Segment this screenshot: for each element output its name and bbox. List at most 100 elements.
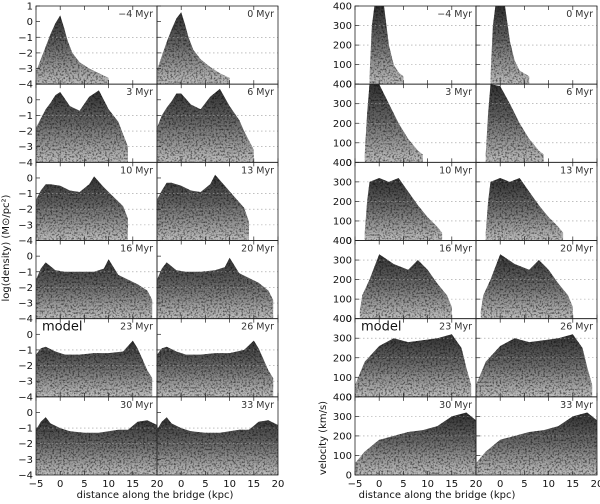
density-ylabel: log(density) (M⊙/pc²) <box>1 194 12 301</box>
density-y-tick-label: −3 <box>18 64 33 75</box>
velocity-y-tick-label: 400 <box>333 236 352 247</box>
velocity-panel-time-label: 33 Myr <box>560 400 593 411</box>
density-x-tick-label: 20 <box>151 479 164 490</box>
density-y-tick-label: −4 <box>18 471 33 482</box>
velocity-panel: 26 Myr <box>475 318 598 398</box>
velocity-ylabel: velocity (km/s) <box>318 401 329 475</box>
density-panel: 26 Myr <box>156 318 279 398</box>
density-gas-speckle <box>157 417 278 475</box>
density-x-tick-label: 20 <box>272 479 285 490</box>
velocity-panel: 0 100 200 300 400 23 Myr model <box>333 314 477 403</box>
velocity-y-tick-label: 100 <box>333 451 352 462</box>
density-panel-time-label: 6 Myr <box>247 87 274 98</box>
velocity-gas-speckle <box>476 412 597 475</box>
density-panel-time-label: 26 Myr <box>241 322 274 333</box>
velocity-panel-time-label: 3 Myr <box>445 87 472 98</box>
density-panel: −4 −3 −2 −1 0 10 Myr <box>18 161 158 247</box>
density-y-tick-label: −2 <box>18 48 33 59</box>
velocity-x-tick-label: −5 <box>348 479 363 490</box>
velocity-y-tick-label: 400 <box>333 2 352 13</box>
density-y-tick-label: 1 <box>27 2 33 13</box>
velocity-panel: 0 100 200 300 400 −4 Myr <box>333 2 477 91</box>
density-x-tick-label: 10 <box>223 479 236 490</box>
density-y-tick-label: −4 <box>18 80 33 91</box>
density-y-tick-label: −4 <box>18 158 33 169</box>
velocity-y-tick-label: 0 <box>346 158 352 169</box>
velocity-panel: 0 100 200 300 400 16 Myr <box>333 236 477 325</box>
density-y-tick-label: −2 <box>18 205 33 216</box>
velocity-y-tick-label: 0 <box>346 236 352 247</box>
velocity-panel-time-label: 30 Myr <box>439 400 472 411</box>
velocity-y-tick-label: 300 <box>333 412 352 423</box>
velocity-gas-speckle <box>480 254 573 319</box>
velocity-x-tick-label: 0 <box>376 479 382 490</box>
density-panels: −4 −3 −2 −1 0 1 −4 Myr 0 Myr −4 −3 −2 −1 0 3 Myr 6 Myr… <box>18 2 284 491</box>
density-x-tick-label: 5 <box>202 479 208 490</box>
velocity-y-tick-label: 100 <box>333 138 352 149</box>
density-x-tick-label: 0 <box>57 479 63 490</box>
velocity-gas-speckle <box>364 178 443 241</box>
velocity-y-tick-label: 0 <box>346 80 352 91</box>
density-x-tick-label: 15 <box>247 479 260 490</box>
density-x-tick-label: −5 <box>29 479 44 490</box>
velocity-gas-speckle <box>355 334 472 397</box>
density-panel: 0 Myr <box>156 5 279 85</box>
velocity-x-tick-label: 10 <box>421 479 434 490</box>
density-panel: 13 Myr <box>156 161 279 241</box>
density-y-tick-label: −2 <box>18 361 33 372</box>
velocity-panel-time-label: −4 Myr <box>437 9 472 20</box>
density-y-tick-label: 0 <box>27 95 33 106</box>
velocity-y-tick-label: 300 <box>333 256 352 267</box>
velocity-y-tick-label: 100 <box>333 295 352 306</box>
velocity-panel: 0 100 200 300 400 3 Myr <box>333 80 477 169</box>
density-y-tick-label: −2 <box>18 283 33 294</box>
density-panel: −4 −3 −2 −1 0 3 Myr <box>18 83 158 169</box>
density-panel: −4 −3 −2 −1 0 23 Myr model <box>18 318 158 403</box>
density-panel: 20 Myr <box>156 240 279 320</box>
velocity-panel-time-label: 0 Myr <box>566 9 593 20</box>
velocity-y-tick-label: 200 <box>333 353 352 364</box>
velocity-xlabel: distance along the bridge (kpc) <box>359 490 516 501</box>
velocity-panel: 13 Myr <box>475 161 598 241</box>
velocity-panel-time-label: 26 Myr <box>560 322 593 333</box>
density-panel-time-label: 33 Myr <box>241 400 274 411</box>
density-gas-speckle <box>36 417 157 475</box>
velocity-model-label: model <box>361 320 401 335</box>
density-y-tick-label: −1 <box>18 345 33 356</box>
velocity-x-tick-label: 0 <box>497 479 503 490</box>
velocity-y-tick-label: 400 <box>333 158 352 169</box>
velocity-y-tick-label: 100 <box>333 60 352 71</box>
density-gas-speckle <box>36 15 109 85</box>
density-y-tick-label: −1 <box>18 111 33 122</box>
density-y-tick-label: −1 <box>18 267 33 278</box>
velocity-y-tick-label: 400 <box>333 314 352 325</box>
density-panel-time-label: 23 Myr <box>120 322 153 333</box>
density-gas-speckle <box>36 259 153 319</box>
density-plot-group: log(density) (M⊙/pc²) distance along the… <box>1 2 284 502</box>
density-y-tick-label: −3 <box>18 220 33 231</box>
velocity-y-tick-label: 400 <box>333 392 352 403</box>
density-panel: 0 5 10 15 20 33 Myr <box>156 396 285 490</box>
density-panel: 6 Myr <box>156 83 279 163</box>
density-panel-time-label: 0 Myr <box>247 9 274 20</box>
density-panel-time-label: 3 Myr <box>126 87 153 98</box>
velocity-x-tick-label: 20 <box>591 479 600 490</box>
velocity-gas-speckle <box>476 334 593 397</box>
density-y-tick-label: −3 <box>18 455 33 466</box>
density-gas-speckle <box>157 12 230 85</box>
density-x-tick-label: 10 <box>102 479 115 490</box>
density-y-tick-label: −2 <box>18 127 33 138</box>
density-y-tick-label: −4 <box>18 314 33 325</box>
velocity-gas-speckle <box>364 84 423 163</box>
density-panel: −4 −3 −2 −1 0 16 Myr <box>18 240 158 325</box>
density-model-label: model <box>42 320 82 335</box>
density-x-tick-label: 5 <box>81 479 87 490</box>
velocity-panel-time-label: 13 Myr <box>560 165 593 176</box>
velocity-panel-time-label: 23 Myr <box>439 322 472 333</box>
velocity-y-tick-label: 300 <box>333 177 352 188</box>
density-x-tick-label: 15 <box>126 479 139 490</box>
velocity-panel-time-label: 16 Myr <box>439 244 472 255</box>
density-y-tick-label: 0 <box>27 408 33 419</box>
